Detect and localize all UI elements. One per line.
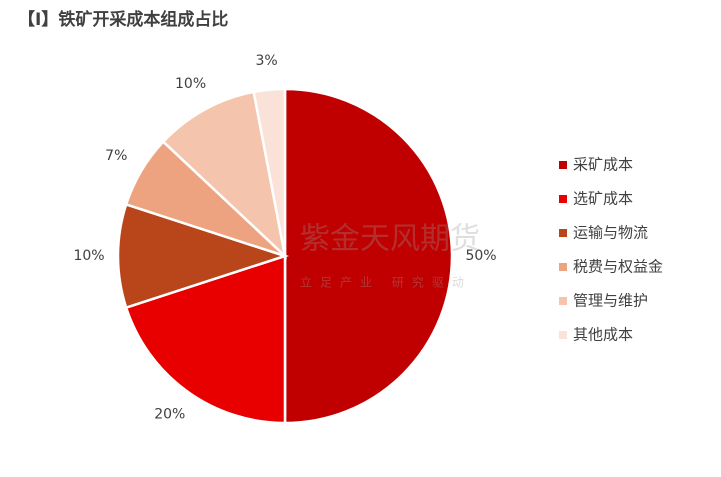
legend-swatch [559, 331, 567, 339]
watermark: 紫金天风期货 [300, 222, 480, 257]
legend-swatch [559, 297, 567, 305]
legend-label: 运输与物流 [573, 224, 648, 242]
pie-slice [283, 87, 454, 425]
legend-label: 其他成本 [573, 326, 633, 344]
pie-slice [252, 87, 287, 257]
chart-title: 【I】铁矿开采成本组成占比 [18, 9, 228, 30]
data-label: 20% [154, 407, 185, 423]
data-label: 10% [73, 248, 104, 264]
pie-slice [124, 254, 287, 425]
data-label: 3% [255, 53, 277, 69]
legend-swatch [559, 195, 567, 203]
data-label: 10% [175, 76, 206, 92]
data-label: 7% [105, 148, 127, 164]
legend-swatch [559, 161, 567, 169]
pie-slice [161, 90, 287, 260]
legend-swatch [559, 229, 567, 237]
legend-label: 采矿成本 [573, 156, 633, 174]
watermark: 立足产业 研究驱动 [300, 275, 472, 290]
data-label: 50% [465, 248, 496, 264]
legend-label: 税费与权益金 [573, 258, 663, 276]
legend-label: 选矿成本 [573, 190, 633, 208]
pie-slice [116, 202, 290, 310]
legend-swatch [559, 263, 567, 271]
legend-label: 管理与维护 [573, 292, 648, 310]
